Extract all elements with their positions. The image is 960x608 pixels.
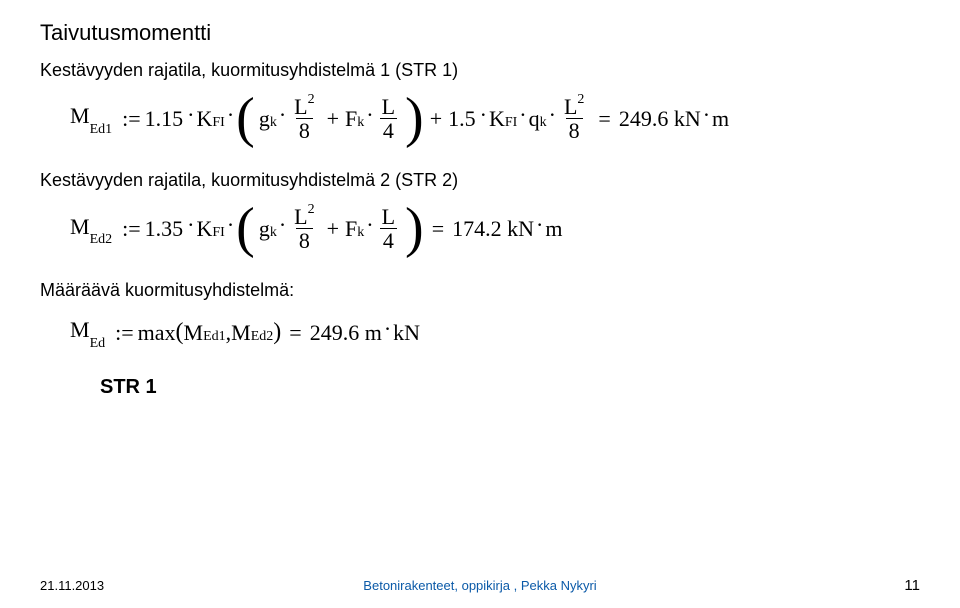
eq2-K: K [196,216,212,242]
eq1-K2sub: FI [505,115,517,131]
eq1-eq: = [598,106,610,132]
equation-1: MEd1 := 1.15 · KFI · ( gk · L2 8 + Fk · … [40,95,920,142]
eq1-K2: K [489,106,505,132]
eq2-c1: 1.35 [145,216,184,242]
equation-3: MEd := max ( MEd1 , MEd2 ) = 249.6 m·kN [40,317,920,347]
eq1-frac3: L2 8 [561,95,587,142]
eq1-g: g [259,106,270,132]
eq1-c1: 1.15 [145,106,184,132]
eq1-paren1: ( gk · L2 8 + Fk · L 4 ) [236,95,424,142]
eq2-Ksub: FI [212,225,224,241]
eq2-assign: := [122,216,141,242]
eq1-K: K [196,106,212,132]
eq1-frac1: L2 8 [291,95,317,142]
eq3-assign: := [115,320,134,346]
eq2-gsub: k [270,225,277,241]
eq3-a1: M [184,320,204,346]
str1-label: STR 1 [40,376,920,399]
footer-source: Betonirakenteet, oppikirja , Pekka Nykyr… [363,578,596,593]
eq1-result: 249.6 kN·m [619,106,729,132]
eq1-plus1: + [327,106,339,132]
main-title: Taivutusmomentti [40,20,920,46]
eq3-a2: M [231,320,251,346]
footer-date: 21.11.2013 [40,578,104,593]
eq3-M: M [70,317,90,342]
eq2-Msub: Ed2 [90,232,113,247]
subtitle-2: Kestävyyden rajatila, kuormitusyhdistelm… [40,170,920,191]
eq1-Fsub: k [357,115,364,131]
footer: 21.11.2013 Betonirakenteet, oppikirja , … [40,577,920,594]
eq1-Msub: Ed1 [90,122,113,137]
eq2-Fsub: k [357,225,364,241]
eq2-frac2: L 4 [379,205,398,252]
eq3-a2sub: Ed2 [251,329,274,345]
equation-2: MEd2 := 1.35 · KFI · ( gk · L2 8 + Fk · … [40,205,920,252]
eq1-F: F [345,106,357,132]
subtitle-1: Kestävyyden rajatila, kuormitusyhdistelm… [40,60,920,81]
eq1-q: q [529,106,540,132]
eq2-plus: + [327,216,339,242]
eq3-max: max [138,320,176,346]
eq2-M: M [70,214,90,239]
footer-page-number: 11 [904,577,920,594]
eq3-result: 249.6 m·kN [310,320,420,346]
eq2-frac1: L2 8 [291,205,317,252]
eq3-eq: = [289,320,301,346]
eq1-frac2: L 4 [379,95,398,142]
eq1-Ksub: FI [212,115,224,131]
eq2-paren: ( gk · L2 8 + Fk · L 4 ) [236,205,424,252]
eq1-plus2: + [430,106,442,132]
eq1-M: M [70,103,90,128]
eq1-c2: 1.5 [448,106,476,132]
eq3-Msub: Ed [90,336,106,351]
eq2-g: g [259,216,270,242]
eq1-gsub: k [270,115,277,131]
maaraava-label: Määräävä kuormitusyhdistelmä: [40,280,920,301]
eq3-a1sub: Ed1 [203,329,226,345]
eq1-qsub: k [540,115,547,131]
eq2-F: F [345,216,357,242]
eq1-assign: := [122,106,141,132]
eq2-eq: = [432,216,444,242]
eq2-result: 174.2 kN·m [452,216,562,242]
